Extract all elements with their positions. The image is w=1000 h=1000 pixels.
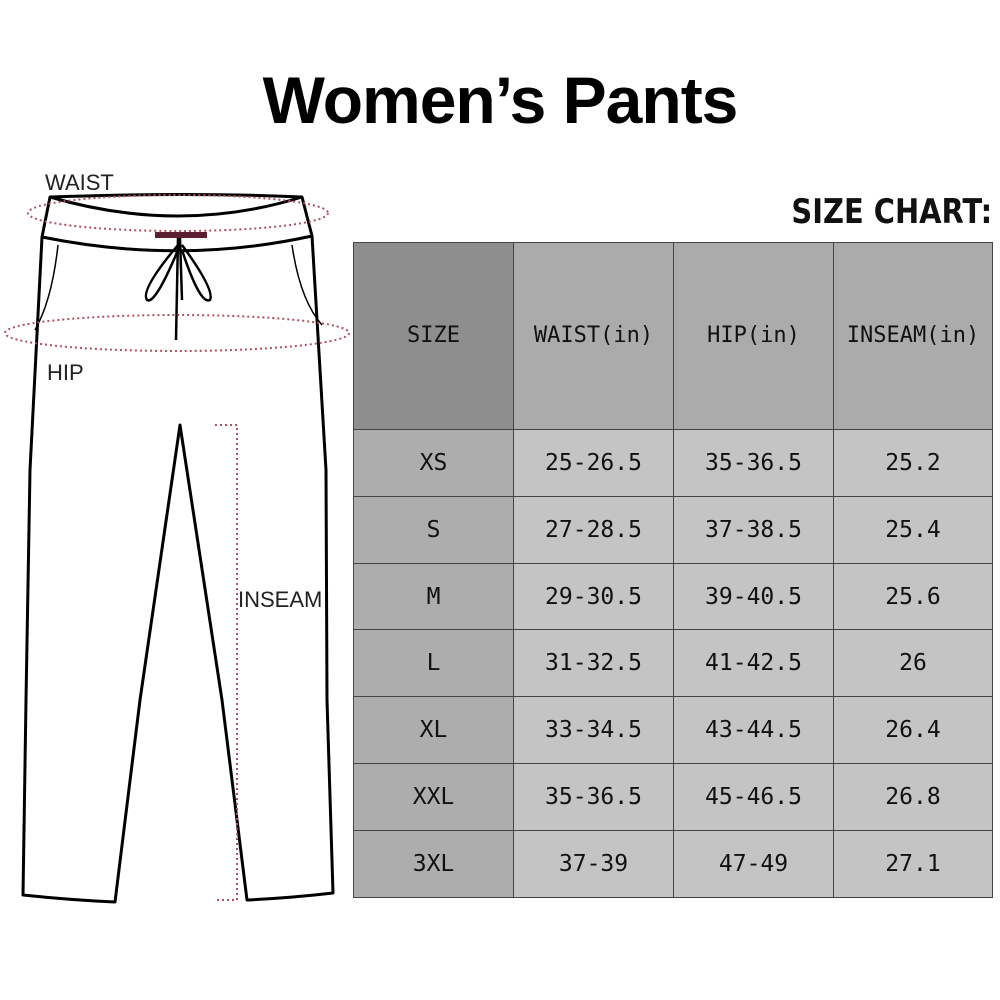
cell-size: M [353, 562, 514, 631]
hip-measure-line [4, 314, 350, 352]
table-row: XXL 35-36.5 45-46.5 26.8 [353, 763, 993, 832]
cell-hip: 37-38.5 [673, 495, 834, 564]
cell-size: S [353, 495, 514, 564]
cell-inseam: 25.6 [833, 562, 993, 631]
cell-inseam: 25.4 [833, 495, 993, 564]
header-waist: WAIST(in) [513, 242, 674, 430]
cell-hip: 43-44.5 [673, 696, 834, 765]
cell-hip: 45-46.5 [673, 763, 834, 832]
table-row: M 29-30.5 39-40.5 25.6 [353, 562, 993, 631]
waist-label: WAIST [45, 170, 114, 195]
hip-label: HIP [47, 360, 84, 385]
cell-waist: 37-39 [513, 830, 674, 898]
cell-hip: 39-40.5 [673, 562, 834, 631]
cell-inseam: 26 [833, 629, 993, 698]
waist-measure-line [27, 194, 329, 232]
table-row: L 31-32.5 41-42.5 26 [353, 629, 993, 698]
table-header-row: SIZE WAIST(in) HIP(in) INSEAM(in) [353, 242, 993, 430]
cell-waist: 33-34.5 [513, 696, 674, 765]
cell-waist: 35-36.5 [513, 763, 674, 832]
drawstring-eyelet [155, 232, 207, 238]
table-row: S 27-28.5 37-38.5 25.4 [353, 495, 993, 564]
table-row: XL 33-34.5 43-44.5 26.4 [353, 696, 993, 765]
cell-size: XS [353, 428, 514, 497]
pants-diagram [4, 193, 350, 904]
cell-waist: 25-26.5 [513, 428, 674, 497]
cell-size: L [353, 629, 514, 698]
cell-hip: 41-42.5 [673, 629, 834, 698]
cell-hip: 47-49 [673, 830, 834, 898]
cell-waist: 27-28.5 [513, 495, 674, 564]
header-inseam: INSEAM(in) [833, 242, 993, 430]
cell-inseam: 25.2 [833, 428, 993, 497]
waistband-top [49, 195, 303, 218]
page-title: Women’s Pants [262, 63, 739, 137]
cell-size: XXL [353, 763, 514, 832]
table-row: 3XL 37-39 47-49 27.1 [353, 830, 993, 898]
cell-waist: 31-32.5 [513, 629, 674, 698]
size-chart-table: SIZE WAIST(in) HIP(in) INSEAM(in) XS 25-2… [353, 242, 993, 898]
cell-inseam: 26.4 [833, 696, 993, 765]
cell-inseam: 26.8 [833, 763, 993, 832]
pocket-right [291, 244, 323, 326]
inseam-label: INSEAM [238, 587, 323, 612]
cell-size: XL [353, 696, 514, 765]
drawstring-icon [144, 237, 212, 341]
cell-hip: 35-36.5 [673, 428, 834, 497]
cell-waist: 29-30.5 [513, 562, 674, 631]
size-chart-label: SIZE CHART: [791, 192, 992, 232]
inseam-measure-line [215, 424, 238, 901]
pants-outline [21, 193, 335, 904]
cell-size: 3XL [353, 830, 514, 898]
header-size: SIZE [353, 242, 514, 430]
cell-inseam: 27.1 [833, 830, 993, 898]
pocket-left [34, 244, 59, 331]
table-row: XS 25-26.5 35-36.5 25.2 [353, 428, 993, 497]
header-hip: HIP(in) [673, 242, 834, 430]
